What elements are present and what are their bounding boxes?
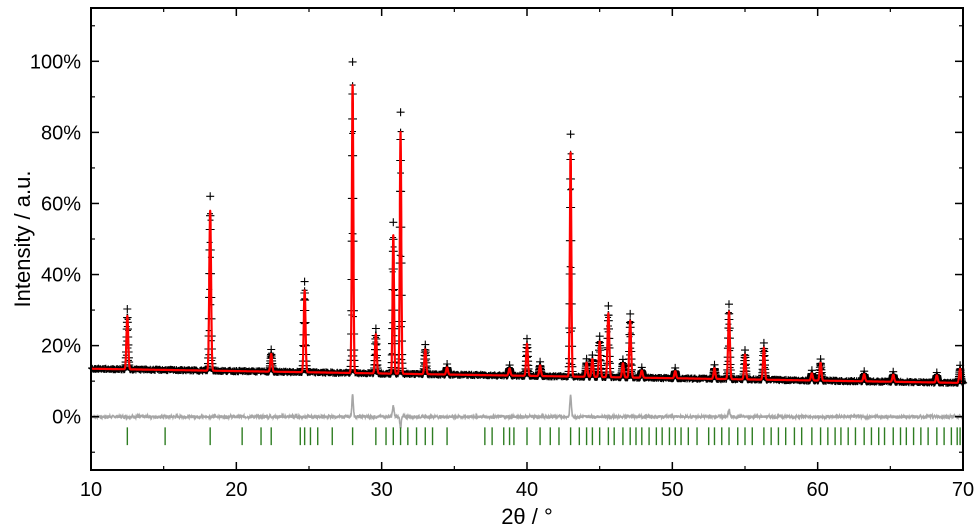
x-tick-label: 20 [225, 479, 247, 501]
x-tick-label: 50 [661, 479, 683, 501]
x-tick-label: 30 [371, 479, 393, 501]
y-axis-label: Intensity / a.u. [10, 171, 35, 308]
calculated-curve [89, 83, 965, 384]
x-axis-label: 2θ / ° [501, 504, 553, 529]
y-tick-label: 0% [52, 407, 81, 429]
y-tick-label: 40% [41, 265, 81, 287]
plot-area [88, 57, 968, 446]
x-axis: 10 20 30 40 50 60 70 [80, 8, 974, 501]
y-axis: 0% 20% 40% 60% 80% 100% [30, 25, 963, 453]
difference-curve [90, 394, 964, 430]
x-tick-label: 70 [952, 479, 974, 501]
y-tick-label: 80% [41, 122, 81, 144]
observed-points [88, 57, 968, 387]
y-tick-label: 100% [30, 51, 81, 73]
plot-frame [90, 7, 964, 471]
y-tick-label: 20% [41, 336, 81, 358]
x-tick-label: 10 [80, 479, 102, 501]
x-tick-label: 60 [807, 479, 829, 501]
y-tick-label: 60% [41, 193, 81, 215]
x-tick-label: 40 [516, 479, 538, 501]
